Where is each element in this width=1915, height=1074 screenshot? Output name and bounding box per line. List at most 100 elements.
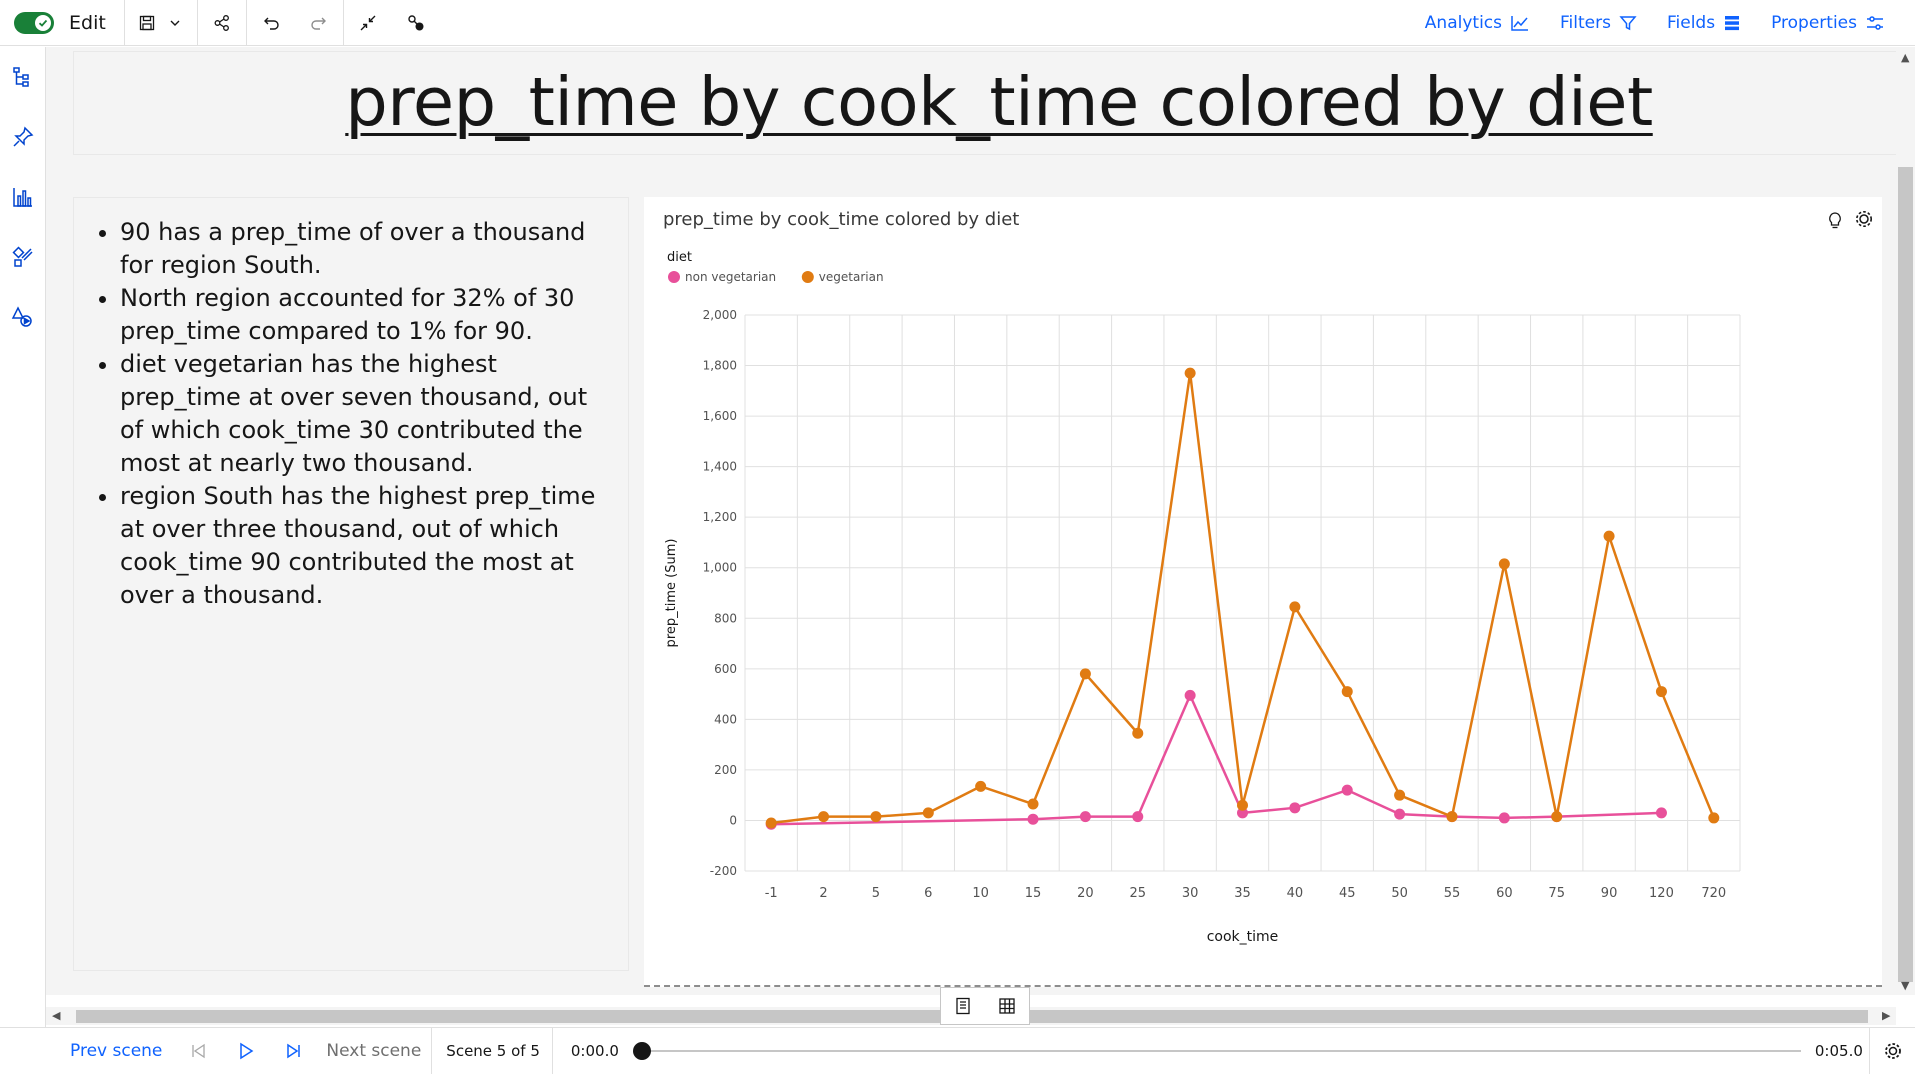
filters-label: Filters: [1560, 13, 1611, 33]
line-chart: prep_time by cook_time colored by diet d…: [663, 209, 1872, 945]
y-tick-label: 1,200: [703, 510, 737, 524]
toolbar-divider: [196, 0, 198, 46]
data-point: [1079, 811, 1091, 823]
collapse-icon[interactable]: [344, 0, 392, 46]
redo-icon[interactable]: [295, 0, 343, 46]
data-point: [1498, 558, 1510, 570]
scroll-up-arrow-icon[interactable]: ▲: [1901, 51, 1910, 64]
pin-icon[interactable]: [0, 107, 46, 167]
left-rail: [0, 47, 46, 1027]
player-settings-gear-icon[interactable]: [1869, 1028, 1915, 1074]
edit-mode-toggle[interactable]: [14, 11, 54, 34]
page-title: prep_time by cook_time colored by diet: [345, 63, 1653, 141]
timeline-track: [640, 1049, 1801, 1052]
tree-icon[interactable]: [0, 47, 46, 107]
data-point: [1394, 789, 1406, 801]
shapes-icon[interactable]: [0, 287, 46, 347]
properties-button[interactable]: Properties: [1771, 13, 1885, 33]
chart-widget[interactable]: prep_time by cook_time colored by diet d…: [644, 197, 1882, 987]
x-tick-label: 5: [872, 886, 880, 901]
legend-title: diet: [667, 250, 692, 265]
insights-list: 90 has a prep_time of over a thousand fo…: [120, 216, 612, 612]
bar-chart-icon[interactable]: [0, 167, 46, 227]
data-point: [1341, 784, 1353, 796]
analytics-button[interactable]: Analytics: [1425, 13, 1530, 33]
grid-view-icon[interactable]: [985, 988, 1029, 1024]
data-point: [1498, 812, 1510, 824]
view-switcher: [940, 987, 1030, 1025]
insights-text-widget[interactable]: 90 has a prep_time of over a thousand fo…: [73, 197, 629, 971]
timeline-handle[interactable]: [632, 1041, 651, 1060]
filter-icon: [1619, 16, 1637, 31]
skip-forward-icon[interactable]: [270, 1028, 318, 1074]
play-icon[interactable]: [222, 1028, 270, 1074]
scroll-down-arrow-icon[interactable]: ▼: [1901, 979, 1910, 992]
data-point: [1237, 807, 1248, 819]
undo-icon[interactable]: [247, 0, 295, 46]
legend-swatch: [801, 271, 814, 283]
data-point: [975, 780, 987, 792]
toolbar-divider: [123, 0, 125, 46]
legend-item-label: non vegetarian: [685, 270, 776, 284]
series-line: [771, 371, 1715, 825]
x-tick-label: 90: [1601, 886, 1618, 901]
fields-button[interactable]: Fields: [1667, 13, 1741, 33]
prev-scene-button[interactable]: Prev scene: [70, 1040, 163, 1061]
y-axis-ticks: -200 0 200 400 600 800 1,000 1,200 1,400 1,600 1,8…: [703, 308, 737, 878]
data-point: [1289, 802, 1301, 814]
data-connection-icon[interactable]: [392, 0, 440, 46]
scroll-left-arrow-icon[interactable]: ◀: [52, 1009, 61, 1022]
data-point: [1341, 686, 1353, 698]
document-view-icon[interactable]: [941, 988, 985, 1024]
data-point: [1289, 601, 1301, 613]
data-point: [1079, 668, 1091, 680]
y-tick-label: 600: [714, 662, 737, 676]
total-time: 0:05.0: [1814, 1041, 1863, 1060]
settings-gear-icon[interactable]: [1856, 211, 1872, 227]
lightbulb-icon[interactable]: [1829, 212, 1841, 229]
data-point: [1027, 798, 1039, 810]
x-tick-label: 6: [924, 886, 932, 901]
scroll-right-arrow-icon[interactable]: ▶: [1882, 1009, 1891, 1022]
save-icon[interactable]: [133, 0, 161, 46]
x-tick-label: 720: [1701, 886, 1726, 901]
y-tick-label: -200: [710, 864, 737, 878]
x-tick-label: 30: [1182, 886, 1199, 901]
y-tick-label: 1,800: [703, 359, 737, 373]
insight-item: North region accounted for 32% of 30 pre…: [120, 282, 612, 348]
y-tick-label: 0: [729, 813, 737, 827]
x-tick-label: 50: [1391, 886, 1408, 901]
legend-item-label: vegetarian: [819, 270, 884, 284]
vertical-scroll-thumb[interactable]: [1898, 167, 1913, 982]
skip-back-icon[interactable]: [174, 1028, 222, 1074]
data-point: [765, 817, 777, 829]
timeline-slider[interactable]: [632, 1041, 1801, 1061]
save-menu-chevron-down-icon[interactable]: [161, 0, 189, 46]
data-point: [818, 811, 830, 823]
current-time: 0:00.0: [570, 1041, 619, 1060]
x-tick-label: 60: [1496, 886, 1513, 901]
x-axis-ticks: -1 2 5 6 10 15 20 25 30 35 40 45 50 55 60 75 90 120 720: [765, 886, 1727, 901]
data-point: [1655, 807, 1667, 819]
x-tick-label: 55: [1444, 886, 1461, 901]
checkmark-icon: [35, 14, 51, 31]
filters-button[interactable]: Filters: [1560, 13, 1637, 33]
data-point: [1027, 813, 1039, 825]
chart-legend[interactable]: non vegetarian vegetarian: [668, 270, 884, 284]
data-point: [1446, 811, 1458, 823]
x-tick-label: 75: [1548, 886, 1565, 901]
fields-label: Fields: [1666, 13, 1716, 33]
analytics-icon: [1511, 16, 1528, 31]
tools-icon[interactable]: [0, 227, 46, 287]
vertical-scrollbar[interactable]: ▲ ▼: [1896, 47, 1915, 995]
y-tick-label: 400: [714, 712, 737, 726]
data-point: [1184, 367, 1196, 379]
next-scene-button[interactable]: Next scene: [326, 1040, 422, 1061]
title-widget[interactable]: prep_time by cook_time colored by diet: [73, 51, 1915, 155]
x-tick-label: 45: [1339, 886, 1356, 901]
data-point: [870, 811, 882, 823]
data-point: [1551, 811, 1563, 823]
x-tick-label: 15: [1025, 886, 1042, 901]
x-tick-label: 25: [1129, 886, 1146, 901]
share-icon[interactable]: [198, 0, 246, 46]
